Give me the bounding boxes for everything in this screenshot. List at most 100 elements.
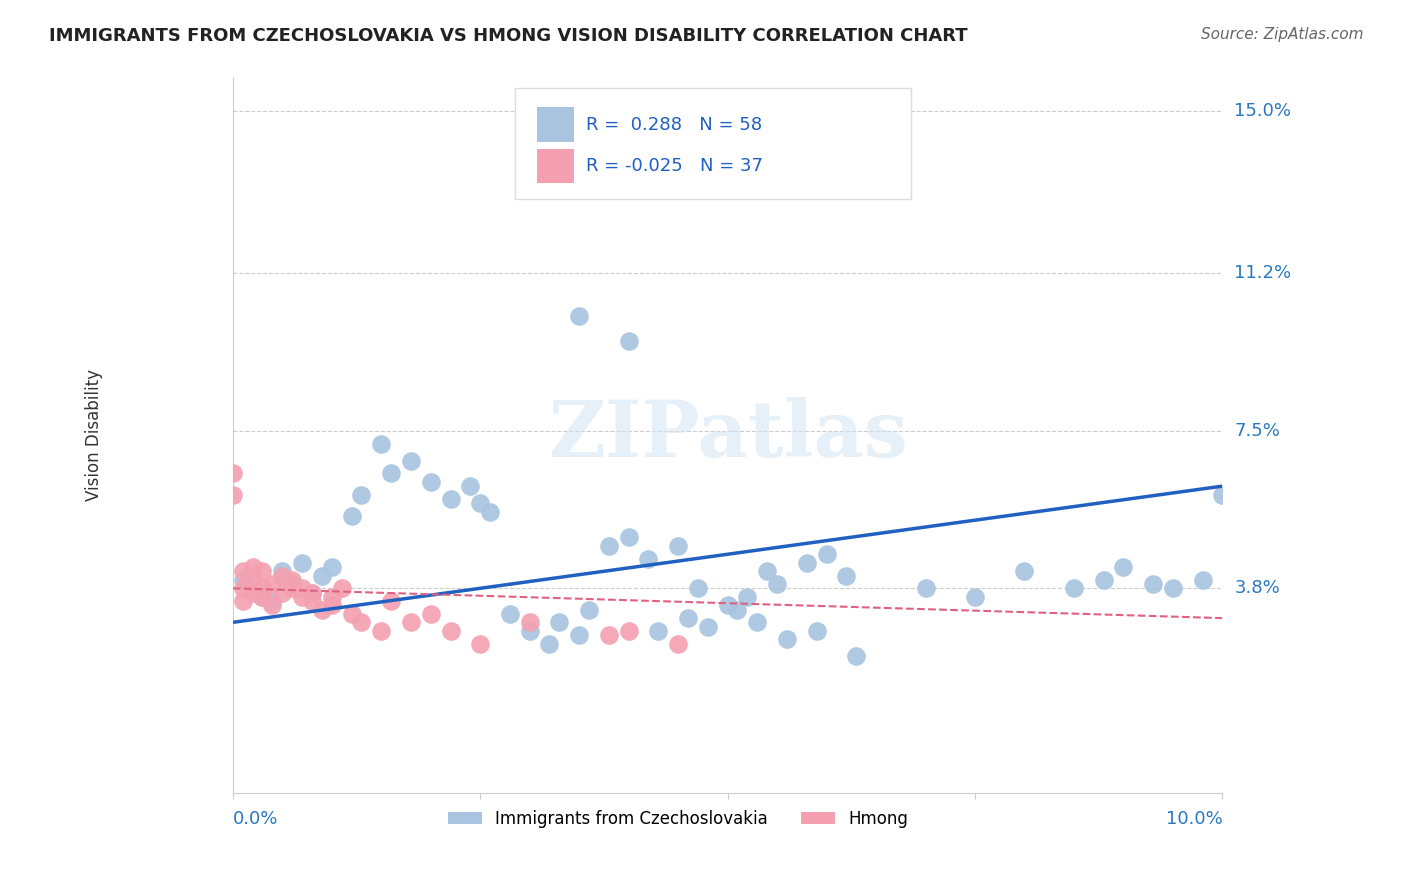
Point	[458, 479, 481, 493]
Point	[281, 582, 304, 596]
Point	[252, 564, 274, 578]
Point	[321, 599, 343, 613]
Point	[1211, 488, 1233, 502]
Point	[291, 556, 314, 570]
Point	[232, 582, 254, 596]
Point	[232, 564, 254, 578]
Point	[262, 599, 284, 613]
Point	[914, 582, 936, 596]
Point	[548, 615, 571, 630]
Point	[666, 539, 689, 553]
Point	[676, 611, 699, 625]
Point	[568, 628, 591, 642]
Point	[281, 577, 304, 591]
Point	[647, 624, 669, 638]
Text: R = -0.025   N = 37: R = -0.025 N = 37	[586, 157, 763, 175]
Point	[262, 594, 284, 608]
Text: 7.5%: 7.5%	[1234, 422, 1279, 440]
Point	[766, 577, 789, 591]
Point	[370, 624, 392, 638]
Text: 15.0%: 15.0%	[1234, 103, 1291, 120]
Point	[835, 568, 858, 582]
Point	[479, 505, 502, 519]
Point	[1063, 582, 1085, 596]
Point	[311, 602, 333, 616]
Point	[301, 585, 323, 599]
Point	[262, 577, 284, 591]
Text: 11.2%: 11.2%	[1234, 264, 1291, 282]
Point	[222, 467, 245, 481]
FancyBboxPatch shape	[537, 107, 574, 142]
Point	[1142, 577, 1164, 591]
Point	[301, 594, 323, 608]
Point	[1092, 573, 1115, 587]
FancyBboxPatch shape	[537, 149, 574, 183]
Point	[568, 309, 591, 323]
Point	[963, 590, 986, 604]
Point	[696, 619, 718, 633]
Point	[519, 624, 541, 638]
Point	[519, 615, 541, 630]
Point	[598, 628, 620, 642]
Point	[291, 590, 314, 604]
Point	[806, 624, 828, 638]
Point	[321, 590, 343, 604]
Point	[747, 615, 769, 630]
Point	[330, 582, 353, 596]
Point	[350, 615, 373, 630]
Point	[419, 475, 441, 489]
Point	[242, 582, 264, 596]
Legend: Immigrants from Czechoslovakia, Hmong: Immigrants from Czechoslovakia, Hmong	[441, 803, 914, 834]
Point	[222, 488, 245, 502]
Point	[311, 568, 333, 582]
Point	[340, 508, 363, 523]
Point	[419, 607, 441, 621]
Point	[617, 334, 640, 349]
Text: 10.0%: 10.0%	[1166, 810, 1222, 828]
Point	[271, 564, 294, 578]
Point	[439, 491, 461, 506]
Point	[686, 582, 709, 596]
Point	[242, 573, 264, 587]
Point	[499, 607, 522, 621]
Text: 0.0%: 0.0%	[233, 810, 278, 828]
Point	[737, 590, 759, 604]
FancyBboxPatch shape	[515, 88, 911, 199]
Point	[399, 615, 422, 630]
Point	[470, 637, 492, 651]
Point	[242, 585, 264, 599]
Point	[232, 573, 254, 587]
Point	[301, 585, 323, 599]
Text: 3.8%: 3.8%	[1234, 579, 1279, 598]
Point	[617, 624, 640, 638]
Point	[252, 590, 274, 604]
Point	[727, 602, 749, 616]
Point	[1112, 560, 1135, 574]
Point	[1161, 582, 1184, 596]
Point	[815, 547, 838, 561]
Point	[776, 632, 799, 647]
Point	[281, 573, 304, 587]
Point	[321, 560, 343, 574]
Point	[617, 530, 640, 544]
Point	[716, 599, 738, 613]
Point	[380, 467, 402, 481]
Point	[340, 607, 363, 621]
Point	[470, 496, 492, 510]
Point	[399, 453, 422, 467]
Point	[271, 585, 294, 599]
Point	[666, 637, 689, 651]
Point	[598, 539, 620, 553]
Point	[756, 564, 779, 578]
Point	[350, 488, 373, 502]
Point	[271, 568, 294, 582]
Text: R =  0.288   N = 58: R = 0.288 N = 58	[586, 116, 762, 134]
Point	[637, 551, 659, 566]
Point	[232, 594, 254, 608]
Point	[538, 637, 561, 651]
Text: IMMIGRANTS FROM CZECHOSLOVAKIA VS HMONG VISION DISABILITY CORRELATION CHART: IMMIGRANTS FROM CZECHOSLOVAKIA VS HMONG …	[49, 27, 967, 45]
Text: ZIPatlas: ZIPatlas	[548, 397, 907, 473]
Point	[252, 582, 274, 596]
Text: Vision Disability: Vision Disability	[86, 369, 103, 501]
Point	[1014, 564, 1036, 578]
